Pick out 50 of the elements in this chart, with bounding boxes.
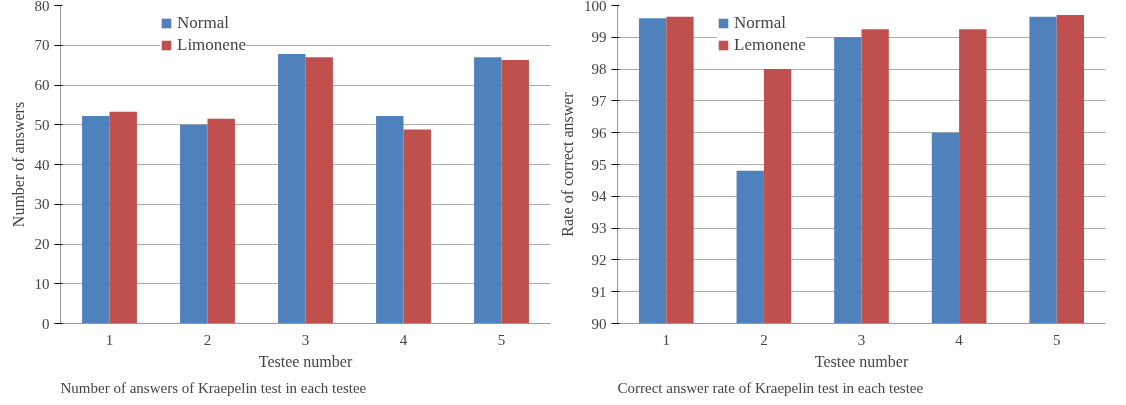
x-tick-label: 4 bbox=[955, 331, 964, 348]
y-axis-title: Number of answers bbox=[9, 101, 27, 228]
bar bbox=[305, 57, 333, 324]
y-tick-label: 95 bbox=[591, 156, 607, 173]
bar bbox=[180, 124, 208, 324]
y-tick-label: 94 bbox=[591, 188, 607, 205]
y-tick-label: 80 bbox=[34, 0, 50, 14]
y-tick-label: 92 bbox=[591, 251, 607, 268]
legend-label: Lemonene bbox=[734, 35, 806, 55]
legend-label: Limonene bbox=[177, 35, 246, 55]
y-tick-label: 100 bbox=[584, 0, 607, 14]
x-tick-label: 5 bbox=[497, 331, 506, 348]
x-tick-label: 3 bbox=[857, 331, 866, 348]
bar bbox=[207, 118, 235, 324]
bar bbox=[278, 53, 306, 324]
y-tick-label: 0 bbox=[42, 315, 50, 332]
y-tick-label: 99 bbox=[591, 29, 607, 46]
legend-label: Normal bbox=[734, 13, 786, 33]
bar bbox=[109, 111, 137, 324]
y-tick-label: 40 bbox=[34, 156, 50, 173]
bar bbox=[376, 116, 404, 324]
x-tick-label: 2 bbox=[203, 331, 212, 348]
y-axis-title: Rate of correct answer bbox=[559, 91, 576, 237]
text: Number of answers of Kraepelin test in each testee bbox=[60, 379, 367, 396]
x-axis-title: Testee number bbox=[258, 352, 353, 370]
y-tick-label: 50 bbox=[34, 116, 50, 133]
text: Correct answer rate of Kraepelin test in each testee bbox=[617, 379, 924, 396]
bar bbox=[82, 116, 110, 324]
bar bbox=[501, 59, 529, 324]
y-tick-label: 97 bbox=[591, 92, 607, 109]
x-tick-label: 1 bbox=[662, 331, 671, 348]
y-tick-label: 96 bbox=[591, 124, 607, 141]
y-tick-label: 93 bbox=[591, 220, 607, 237]
y-tick-label: 90 bbox=[591, 315, 607, 332]
bar bbox=[403, 129, 431, 324]
bar bbox=[474, 57, 502, 324]
x-tick-label: 3 bbox=[301, 331, 310, 348]
y-tick-label: 91 bbox=[591, 283, 607, 300]
y-tick-label: 30 bbox=[34, 196, 50, 213]
y-tick-label: 20 bbox=[34, 236, 50, 252]
y-tick-label: 60 bbox=[34, 77, 50, 93]
legend-label: Normal bbox=[177, 13, 229, 33]
x-tick-label: 2 bbox=[760, 331, 768, 348]
x-tick-label: 4 bbox=[399, 331, 408, 348]
x-tick-label: 5 bbox=[1052, 331, 1061, 348]
y-tick-label: 98 bbox=[591, 61, 607, 78]
y-tick-label: 10 bbox=[34, 275, 50, 292]
x-axis-title: Testee number bbox=[814, 352, 909, 370]
x-tick-label: 1 bbox=[105, 331, 114, 348]
y-tick-label: 70 bbox=[34, 37, 50, 54]
